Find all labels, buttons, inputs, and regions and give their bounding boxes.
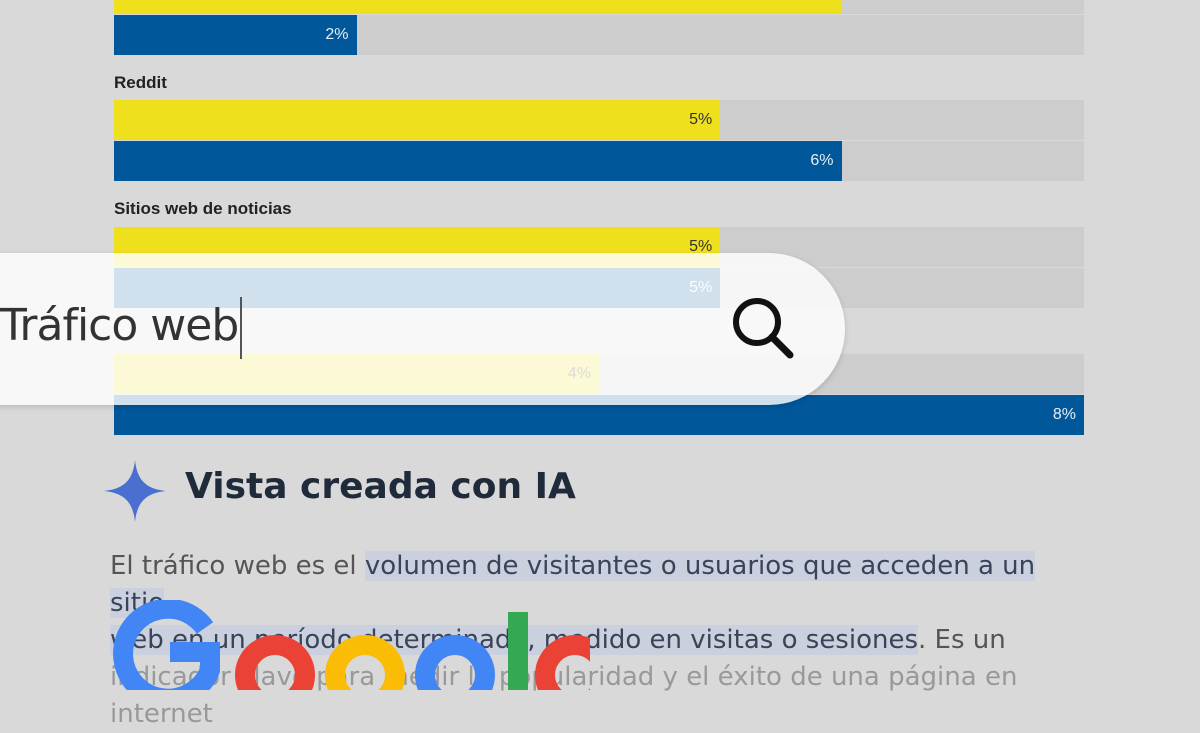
bar-value-label: 5%	[689, 238, 713, 255]
bar-value-label: 6%	[810, 152, 834, 169]
text-caret	[240, 297, 243, 359]
sparkle-icon	[104, 460, 166, 522]
text-span: El tráfico web es el	[110, 551, 365, 581]
search-input[interactable]: Tráfico web	[0, 297, 243, 359]
bar-blue: 6%	[114, 141, 842, 181]
bar-yellow: 5%	[114, 100, 721, 140]
bar-value-label: 8%	[1052, 406, 1076, 423]
search-box[interactable]: Tráfico web	[0, 253, 845, 405]
search-icon[interactable]	[730, 295, 796, 361]
google-logo	[113, 600, 590, 690]
text-span: . Es un	[918, 625, 1006, 655]
bar-value-label: 5%	[689, 111, 713, 128]
bar-blue: 2%	[114, 15, 357, 55]
bar-yellow	[114, 0, 842, 14]
search-query: Tráfico web	[0, 300, 239, 351]
bar-value-label: 2%	[325, 26, 349, 43]
category-label-noticias: Sitios web de noticias	[114, 199, 292, 218]
category-label-reddit: Reddit	[114, 73, 167, 92]
ai-overview-title: Vista creada con IA	[185, 466, 576, 507]
